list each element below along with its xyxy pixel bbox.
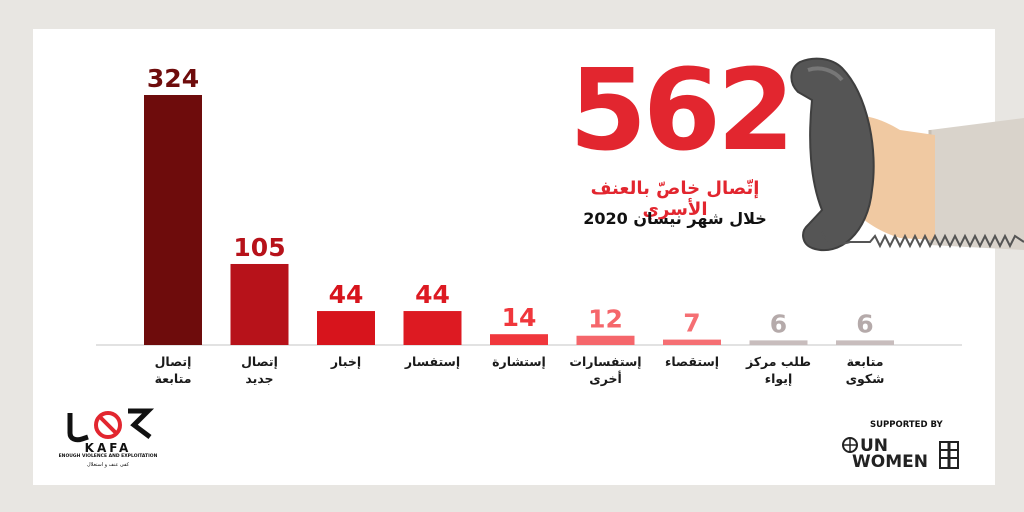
bar [317, 311, 375, 345]
bar-value-label: 44 [415, 280, 450, 309]
category-label: إتصال [241, 354, 278, 369]
bars-group: 324 إتصال متابعة 105 إتصال جديد 44 إخبار 44 إستفس… [144, 64, 894, 386]
category-label: إتصال [155, 354, 192, 369]
un-emblem-icon [842, 437, 858, 453]
category-label: إستفسارات [569, 354, 641, 369]
bar-value-label: 105 [233, 233, 285, 262]
bar [144, 95, 202, 345]
un-text: UN [860, 436, 889, 456]
un-women-logo: UN WOMEN [842, 436, 970, 472]
bar-value-label: 6 [856, 309, 873, 338]
category-label: إستقصاء [665, 354, 719, 369]
kafa-tagline-en: ENOUGH VIOLENCE AND EXPLOITATION [58, 454, 158, 459]
kafa-wordmark: KAFA [84, 441, 132, 455]
total-calls-number: 562 [569, 46, 795, 176]
kafa-emblem-icon [67, 408, 155, 443]
bar [490, 334, 548, 345]
bar [230, 263, 289, 345]
bar [403, 311, 462, 345]
bar-value-label: 14 [502, 303, 537, 332]
kafa-tagline-ar: كفى عنف و استغلال [86, 462, 130, 468]
category-label: شكوى [846, 371, 885, 386]
women-text: WOMEN [852, 452, 928, 472]
bar-value-label: 12 [588, 305, 623, 334]
supported-by-label: SUPPORTED BY [870, 420, 943, 430]
bar [749, 340, 808, 345]
headline-subtitle: إتّصال خاصّ بالعنف الأسري [590, 178, 760, 220]
bar-value-label: 6 [770, 309, 787, 338]
bar [663, 339, 721, 345]
category-label: إستشارة [492, 354, 546, 369]
un-women-emblem-icon [939, 441, 959, 469]
bar [836, 340, 894, 345]
kafa-logo: KAFA ENOUGH VIOLENCE AND EXPLOITATION كف… [58, 405, 158, 475]
bar [576, 335, 635, 345]
category-label: جديد [245, 371, 273, 386]
category-label: متابعة [155, 371, 192, 386]
category-label: إستفسار [404, 354, 460, 369]
category-label: إيواء [765, 371, 793, 386]
category-label: أخرى [589, 370, 622, 386]
bar-value-label: 44 [329, 280, 364, 309]
bar-value-label: 324 [147, 64, 199, 93]
bar-value-label: 7 [683, 309, 700, 338]
category-label: إخبار [330, 354, 361, 369]
headline-period: خلال شهر نيسان 2020 [583, 209, 767, 228]
category-label: طلب مركز [745, 354, 811, 369]
category-label: متابعة [847, 354, 884, 369]
